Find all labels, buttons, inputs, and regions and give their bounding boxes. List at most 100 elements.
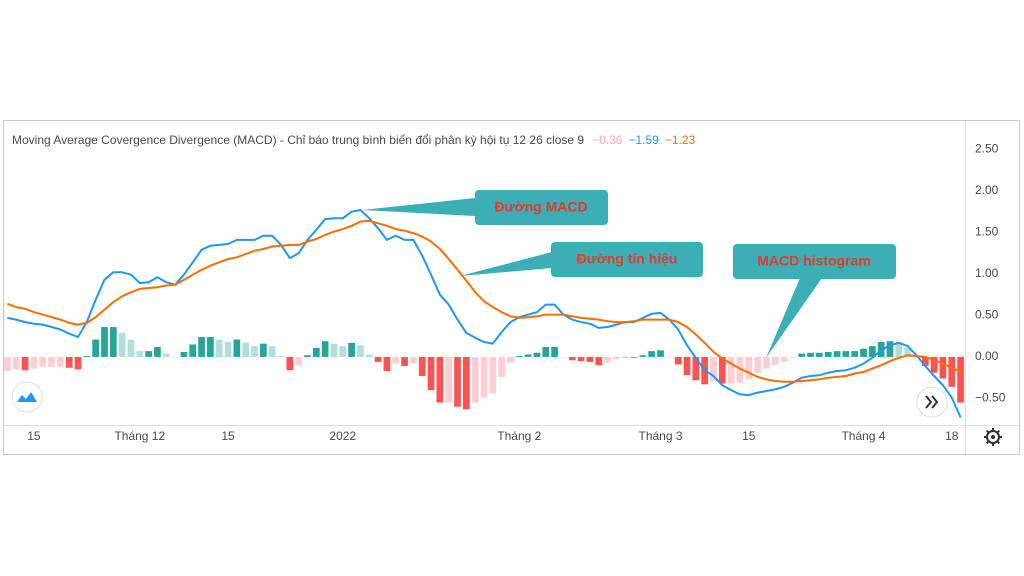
histogram-bar (921, 356, 929, 367)
histogram-bar (418, 356, 426, 377)
histogram-bar (410, 356, 417, 364)
histogram-bar (357, 345, 364, 357)
histogram-bar (639, 355, 647, 357)
histogram-bar (524, 354, 532, 357)
histogram-bar (12, 356, 20, 370)
histogram-bar (74, 356, 82, 370)
histogram-bar (586, 356, 594, 362)
histogram-bar (718, 356, 726, 384)
histogram-bar (48, 356, 55, 367)
histogram-bar (392, 356, 400, 364)
callout-pointer (362, 198, 475, 216)
histogram-bar (365, 354, 373, 357)
y-tick-label: 0.00 (975, 349, 999, 363)
histogram-bar (851, 351, 859, 357)
y-tick-label: 0.50 (975, 308, 999, 322)
histogram-bar (568, 356, 576, 361)
histogram-bar (127, 339, 135, 357)
x-tick-label: 2022 (329, 429, 356, 443)
histogram-bar (251, 346, 258, 357)
histogram-bar (842, 351, 850, 357)
histogram-bar (207, 337, 214, 357)
callout-box (551, 242, 703, 277)
histogram-bar (374, 356, 382, 362)
histogram-bar (462, 356, 470, 410)
histogram-bar (489, 356, 497, 394)
y-tick-label: 2.00 (975, 183, 999, 197)
histogram-bar (233, 339, 241, 357)
x-tick-label: 15 (221, 429, 235, 443)
histogram-bar (754, 356, 761, 373)
histogram-bar (189, 344, 197, 357)
histogram-bar (868, 346, 876, 357)
histogram-bar (674, 356, 682, 365)
histogram-bar (763, 356, 770, 369)
histogram-bar (648, 351, 656, 357)
histogram-bar (798, 353, 806, 357)
histogram-bar (657, 350, 664, 357)
histogram-bar (613, 356, 620, 360)
logo-button[interactable] (11, 381, 43, 413)
histogram-bar (224, 341, 232, 357)
histogram-bar (57, 356, 64, 367)
histogram-bar (824, 351, 832, 357)
histogram-bar (162, 353, 170, 357)
x-tick-label: 15 (27, 429, 41, 443)
histogram-bar (736, 356, 744, 383)
legend-value: −1.23 (665, 133, 696, 147)
y-tick-label: 1.50 (975, 225, 999, 239)
histogram-bar (727, 356, 735, 384)
histogram-bar (445, 356, 453, 403)
histogram-bar (268, 346, 276, 357)
indicator-title: Moving Average Covergence Divergence (MA… (12, 133, 584, 147)
histogram-bar (295, 356, 303, 366)
histogram-bar (621, 356, 629, 358)
histogram-bar (595, 356, 603, 366)
y-tick-label: 2.50 (975, 142, 999, 156)
histogram-bar (312, 347, 320, 357)
scroll-button[interactable] (916, 386, 948, 418)
histogram-bar (30, 356, 38, 369)
histogram-bar (630, 356, 638, 358)
x-tick-label: Tháng 4 (841, 429, 885, 443)
histogram-bar (551, 346, 558, 357)
histogram-bar (948, 356, 956, 387)
indicator-line (7, 219, 962, 383)
histogram-bar (427, 356, 435, 391)
histogram-bar (692, 356, 700, 381)
callout-pointer (766, 278, 822, 358)
histogram-bar (145, 351, 152, 357)
x-tick-label: Tháng 3 (638, 429, 682, 443)
settings-button[interactable] (984, 428, 1002, 446)
callout-label: MACD histogram (757, 253, 871, 269)
callout-pointer (460, 252, 552, 276)
histogram-bar (560, 356, 567, 358)
histogram-bar (242, 342, 250, 357)
histogram-bar (789, 356, 797, 358)
histogram-bar (277, 356, 285, 357)
legend-value: −1.59 (628, 133, 659, 147)
histogram-bar (118, 332, 126, 357)
histogram-bar (83, 356, 91, 357)
histogram-bar (39, 356, 47, 367)
histogram-bar (65, 356, 73, 368)
histogram-bar (771, 356, 779, 366)
y-tick-label: 1.00 (975, 266, 999, 280)
histogram-bar (348, 342, 355, 357)
histogram-bar (577, 356, 585, 362)
histogram-bar (780, 356, 788, 362)
indicator-line (7, 209, 962, 418)
histogram-bar (886, 341, 894, 357)
histogram-bar (745, 356, 753, 380)
histogram-bar (154, 346, 161, 357)
y-tick-label: −0.50 (975, 391, 1006, 405)
histogram-bar (304, 355, 311, 357)
histogram-bar (515, 356, 523, 357)
histogram-bar (665, 356, 673, 358)
histogram-bar (816, 352, 823, 357)
x-tick-label: 18 (945, 429, 959, 443)
x-tick-label: Tháng 2 (497, 429, 541, 443)
legend-value: −0.36 (592, 133, 623, 147)
histogram-bar (21, 356, 29, 371)
